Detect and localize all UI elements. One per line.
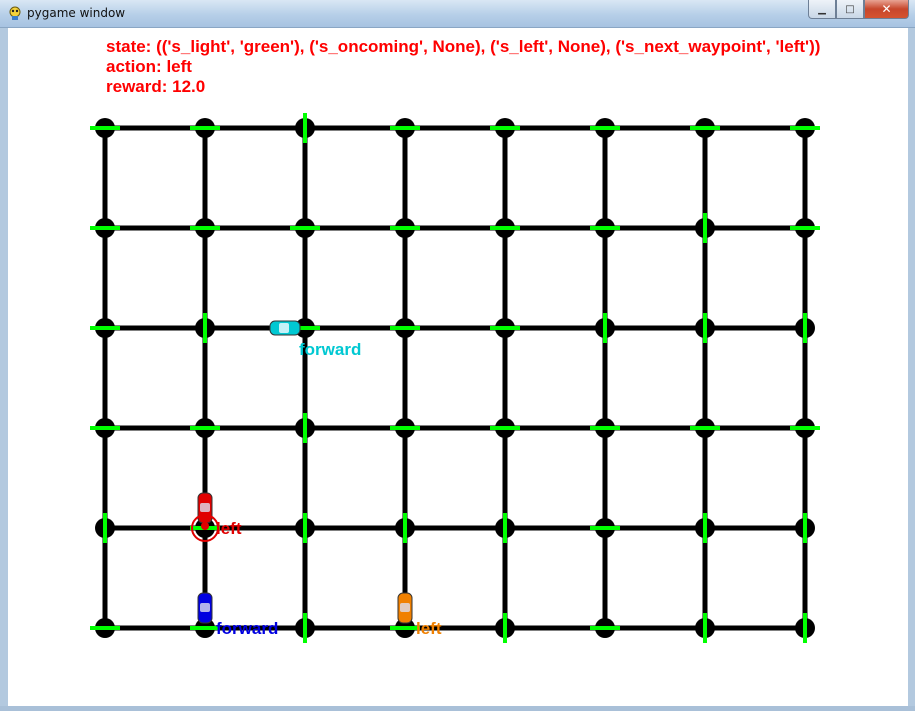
- maximize-icon: □: [845, 3, 855, 15]
- red-car: left: [191, 492, 242, 542]
- target-ring: [191, 514, 219, 542]
- pygame-snake-icon: [9, 6, 21, 20]
- game-canvas[interactable]: state: (('s_light', 'green'), ('s_oncomi…: [8, 28, 908, 706]
- window-border-right: [908, 28, 915, 706]
- car-windshield: [200, 603, 210, 612]
- car-windshield: [279, 323, 289, 333]
- window-border-bottom: [0, 706, 915, 711]
- reward-text: reward: 12.0: [106, 77, 206, 96]
- hud-panel: state: (('s_light', 'green'), ('s_oncomi…: [106, 37, 908, 97]
- minimize-icon: ▁: [818, 3, 826, 15]
- blue-car: forward: [197, 592, 278, 638]
- window-border-left: [0, 28, 8, 706]
- minimize-button[interactable]: ▁: [808, 0, 836, 19]
- orange-car: left: [397, 592, 442, 638]
- road-grid: forward left forward left: [90, 113, 820, 643]
- car-windshield: [200, 503, 210, 512]
- car-action-label: left: [216, 519, 242, 538]
- maximize-button[interactable]: □: [836, 0, 864, 19]
- car-windshield: [400, 603, 410, 612]
- action-text: action: left: [106, 57, 192, 76]
- car-action-label: left: [416, 619, 442, 638]
- close-icon: ✕: [881, 2, 892, 16]
- state-text: state: (('s_light', 'green'), ('s_oncomi…: [106, 37, 821, 56]
- target-dot: [201, 522, 209, 530]
- close-button[interactable]: ✕: [864, 0, 909, 19]
- window-controls: ▁ □ ✕: [808, 0, 909, 19]
- car-action-label: forward: [216, 619, 278, 638]
- car-action-label: forward: [299, 340, 361, 359]
- cyan-car: forward: [269, 320, 361, 359]
- window-titlebar[interactable]: pygame window ▁ □ ✕: [0, 0, 915, 28]
- window-title: pygame window: [27, 6, 126, 20]
